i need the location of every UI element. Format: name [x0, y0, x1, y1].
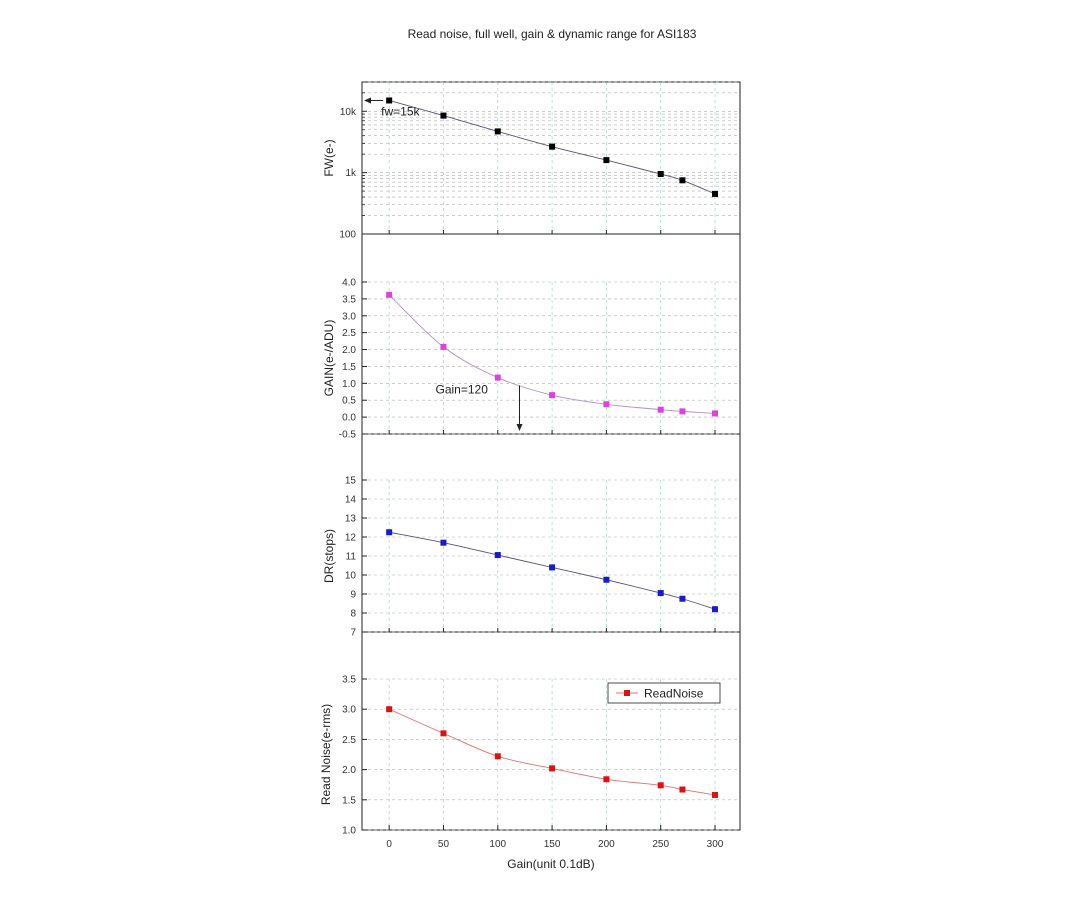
x-tick-label: 50	[438, 839, 450, 850]
data-point	[440, 539, 447, 546]
y-tick-label: 10	[345, 571, 357, 582]
y-tick-label: 13	[345, 514, 357, 525]
y-tick-label: 2.5	[342, 328, 356, 339]
data-point	[657, 590, 664, 597]
data-point	[549, 564, 556, 571]
y-tick-label: 7	[350, 628, 356, 639]
y-tick-label: 3.0	[342, 311, 356, 322]
data-point	[549, 392, 556, 399]
y-tick-label: 3.5	[342, 294, 356, 305]
data-point	[386, 529, 393, 536]
data-point	[712, 606, 719, 613]
y-tick-label: 9	[350, 590, 356, 601]
x-tick-label: 250	[652, 839, 669, 850]
data-point	[679, 595, 686, 602]
data-point	[494, 374, 501, 381]
y-tick-label: 100	[339, 230, 356, 241]
data-point	[440, 343, 447, 350]
panel-4: 1.0 1.5 2.0 2.5 3.0 3.5 Read Noise(e-rms) 0 50 10…	[319, 675, 740, 871]
y-axis-label: DR(stops)	[322, 529, 336, 583]
panel-3: 7 8 9 10 11 12 13 14 15 DR(stops)	[322, 476, 740, 639]
data-point	[549, 765, 556, 772]
data-point	[386, 97, 393, 104]
y-tick-label: 3.0	[342, 705, 356, 716]
annotation-text: fw=15k	[381, 104, 420, 118]
data-point	[440, 730, 447, 737]
chart-title: Read noise, full well, gain & dynamic ra…	[408, 27, 697, 41]
y-tick-label: 1.5	[342, 362, 356, 373]
x-tick-label: 300	[707, 839, 724, 850]
y-tick-label: -0.5	[339, 430, 357, 441]
y-axis-label: GAIN(e-/ADU)	[322, 320, 336, 397]
data-point	[603, 576, 610, 583]
panel-2: -0.5 0.0 0.5 1.0 1.5 2.0 2.5 3.0 3.5 4.0 GAIN(e-/A…	[322, 278, 740, 441]
y-axis-label: Read Noise(e-rms)	[319, 704, 333, 805]
y-tick-label: 8	[350, 609, 356, 620]
legend-marker	[624, 690, 630, 696]
chart-panels: 1001k10kFW(e-)fw=15k-0.50.00.51.01.52.02…	[319, 81, 740, 871]
legend-label: ReadNoise	[644, 687, 704, 701]
x-tick-label: 0	[386, 839, 392, 850]
y-tick-label: 2.5	[342, 735, 356, 746]
y-tick-label: 12	[345, 533, 357, 544]
data-point	[712, 791, 719, 798]
legend-box	[607, 682, 721, 704]
data-point	[494, 753, 501, 760]
y-tick-label: 0.5	[342, 396, 356, 407]
y-tick-label: 3.5	[342, 675, 356, 686]
y-tick-label: 1.0	[342, 379, 356, 390]
y-axis-label: FW(e-)	[322, 139, 336, 176]
y-tick-label: 2.0	[342, 765, 356, 776]
data-point	[386, 291, 393, 298]
data-point	[494, 128, 501, 135]
data-point	[712, 190, 719, 197]
x-axis-label: Gain(unit 0.1dB)	[507, 857, 594, 871]
panel-1: 100 1k 10k FW(e-) fw=15k	[322, 81, 740, 241]
plot-frame	[361, 81, 741, 831]
annotation-text: Gain=120	[436, 382, 489, 396]
data-point	[603, 401, 610, 408]
y-tick-label: 14	[345, 495, 357, 506]
x-tick-label: 150	[544, 839, 561, 850]
y-tick-label: 1.5	[342, 795, 356, 806]
data-point	[440, 112, 447, 119]
x-tick-label: 100	[489, 839, 506, 850]
y-tick-label: 1.0	[342, 826, 356, 837]
data-point	[679, 177, 686, 184]
data-point	[386, 706, 393, 713]
legend: ReadNoise	[607, 682, 721, 704]
data-point	[657, 406, 664, 413]
y-tick-label: 0.0	[342, 413, 356, 424]
annotation-arrowhead	[364, 97, 371, 104]
data-point	[603, 776, 610, 783]
data-point	[657, 171, 664, 178]
y-tick-label: 1k	[345, 168, 357, 179]
data-point	[712, 410, 719, 417]
y-tick-label: 2.0	[342, 345, 356, 356]
data-point	[549, 143, 556, 150]
annotation-arrowhead	[516, 424, 523, 431]
y-tick-label: 4.0	[342, 278, 356, 289]
y-tick-label: 11	[346, 552, 357, 563]
data-point	[679, 408, 686, 415]
data-point	[603, 157, 610, 164]
data-point	[657, 782, 664, 789]
y-tick-label: 10k	[340, 107, 357, 118]
data-point	[494, 552, 501, 559]
y-tick-label: 15	[345, 476, 357, 487]
x-tick-label: 200	[598, 839, 615, 850]
data-point	[679, 786, 686, 793]
